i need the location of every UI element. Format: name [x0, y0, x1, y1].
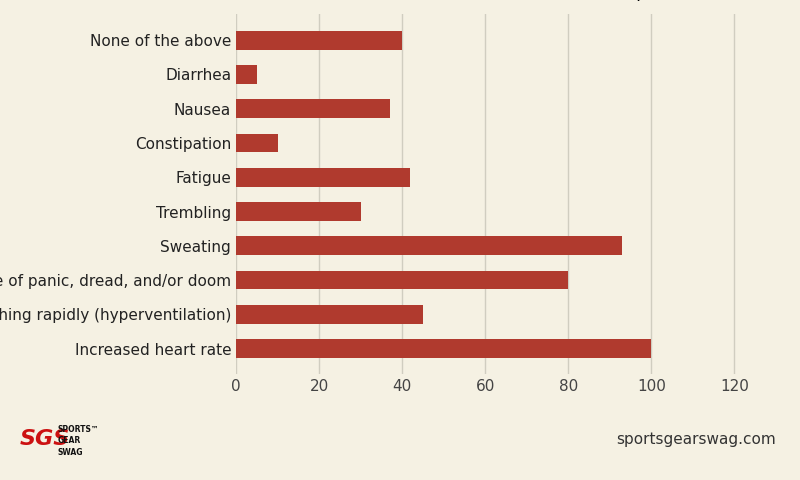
Bar [236, 31, 402, 49]
Bar [236, 133, 278, 153]
Text: SWAG: SWAG [58, 448, 83, 457]
Text: GEAR: GEAR [58, 436, 81, 445]
Bar [236, 236, 622, 255]
Text: sportsgearswag.com: sportsgearswag.com [616, 432, 776, 447]
Text: SGS: SGS [20, 429, 70, 449]
Text: SPORTS™: SPORTS™ [58, 425, 99, 434]
Legend: Number of People: Number of People [473, 0, 669, 7]
Bar [236, 99, 390, 118]
Bar [236, 65, 257, 84]
Bar [236, 271, 568, 289]
Bar [236, 202, 361, 221]
Bar [236, 168, 410, 187]
Bar [236, 339, 651, 358]
Bar [236, 305, 423, 324]
